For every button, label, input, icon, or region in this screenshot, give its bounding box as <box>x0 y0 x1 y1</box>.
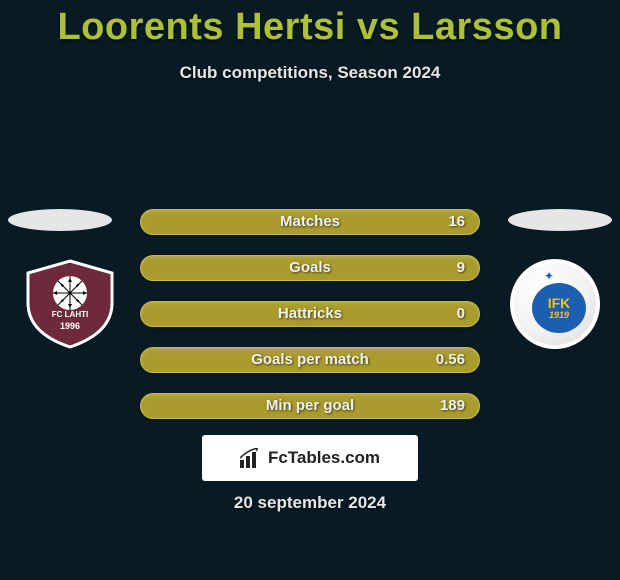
stat-label: Hattricks <box>141 305 479 322</box>
stat-value-right: 0.56 <box>436 351 465 368</box>
stat-value-right: 16 <box>448 213 465 230</box>
club-badge-left: FC LAHTI 1996 <box>20 259 120 349</box>
badge-left-year: 1996 <box>60 321 80 331</box>
ifk-inner-circle: IFK 1919 <box>532 283 586 333</box>
watermark-text: FcTables.com <box>268 448 380 468</box>
stat-label: Goals per match <box>141 351 479 368</box>
stat-bar-matches: Matches 16 <box>140 209 480 235</box>
fc-lahti-shield-icon: FC LAHTI 1996 <box>20 259 120 349</box>
stat-bar-list: Matches 16 Goals 9 Hattricks 0 Goals per… <box>140 209 480 439</box>
stat-label: Matches <box>141 213 479 230</box>
player-photo-left-placeholder <box>8 209 112 231</box>
page-subtitle: Club competitions, Season 2024 <box>0 63 620 83</box>
ifk-deer-icon: ✦ <box>544 269 554 283</box>
player-photo-right-placeholder <box>508 209 612 231</box>
stat-bar-goals-per-match: Goals per match 0.56 <box>140 347 480 373</box>
bar-chart-icon <box>240 448 262 468</box>
stat-value-right: 9 <box>457 259 465 276</box>
badge-left-name: FC LAHTI <box>52 310 88 319</box>
badge-right-label: IFK <box>548 296 571 310</box>
stat-bar-min-per-goal: Min per goal 189 <box>140 393 480 419</box>
snapshot-date: 20 september 2024 <box>0 493 620 513</box>
stat-bar-hattricks: Hattricks 0 <box>140 301 480 327</box>
stat-bar-goals: Goals 9 <box>140 255 480 281</box>
watermark-box: FcTables.com <box>202 435 418 481</box>
ifk-circle-icon: ✦ IFK 1919 <box>510 259 600 349</box>
badge-right-year: 1919 <box>549 310 569 320</box>
stat-label: Goals <box>141 259 479 276</box>
stat-value-right: 189 <box>440 397 465 414</box>
page-title: Loorents Hertsi vs Larsson <box>0 0 620 49</box>
stat-label: Min per goal <box>141 397 479 414</box>
stat-value-right: 0 <box>457 305 465 322</box>
club-badge-right: ✦ IFK 1919 <box>510 259 600 349</box>
